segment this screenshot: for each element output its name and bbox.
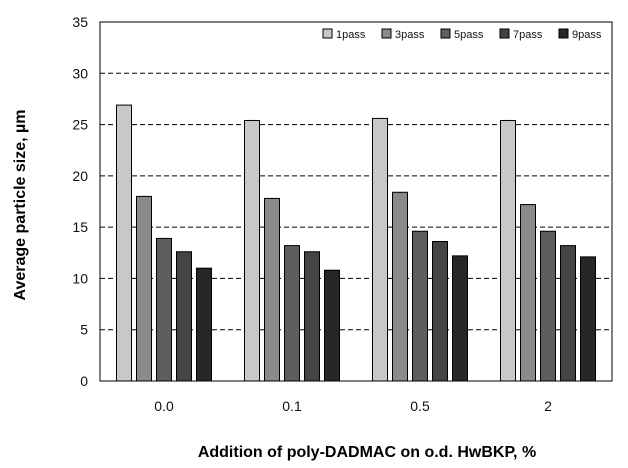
y-tick-label: 25 bbox=[72, 117, 88, 133]
y-tick-labels: 0 5 10 15 20 25 30 35 bbox=[72, 14, 88, 389]
x-axis-label: Addition of poly-DADMAC on o.d. HwBKP, % bbox=[198, 444, 536, 461]
legend-label: 1pass bbox=[336, 29, 366, 41]
bar-1pass-0.0 bbox=[116, 104, 132, 382]
bar-9pass-0.1 bbox=[324, 269, 340, 382]
bar-7pass-0.0 bbox=[176, 251, 192, 382]
legend-label: 5pass bbox=[454, 29, 484, 41]
x-category-label: 2 bbox=[544, 398, 552, 414]
bars bbox=[116, 104, 596, 382]
bar-7pass-0.5 bbox=[432, 241, 448, 382]
bar-9pass-0.0 bbox=[196, 267, 212, 382]
legend-label: 9pass bbox=[572, 29, 602, 41]
y-axis-label: Average particle size, µm bbox=[12, 110, 29, 301]
bar-9pass-0.5 bbox=[452, 255, 468, 382]
x-category-label: 0.1 bbox=[282, 398, 302, 414]
y-tick-label: 20 bbox=[72, 168, 88, 184]
bar-5pass-0.1 bbox=[284, 245, 300, 382]
bar-3pass-0.1 bbox=[264, 197, 280, 382]
legend-swatch bbox=[440, 28, 451, 39]
bar-7pass-2 bbox=[560, 245, 576, 382]
y-tick-label: 30 bbox=[72, 65, 88, 81]
legend-label: 7pass bbox=[513, 29, 543, 41]
bar-3pass-0.5 bbox=[392, 191, 408, 382]
y-tick-label: 10 bbox=[72, 270, 88, 286]
y-tick-label: 35 bbox=[72, 14, 88, 30]
bar-5pass-0.5 bbox=[412, 230, 428, 382]
y-tick-label: 15 bbox=[72, 219, 88, 235]
bar-1pass-2 bbox=[500, 119, 516, 382]
bar-3pass-2 bbox=[520, 204, 536, 382]
bar-9pass-2 bbox=[580, 256, 596, 382]
bar-5pass-0.0 bbox=[156, 237, 172, 382]
y-tick-label: 5 bbox=[80, 322, 88, 338]
bar-1pass-0.1 bbox=[244, 119, 260, 382]
bar-3pass-0.0 bbox=[136, 195, 152, 382]
legend-swatch bbox=[499, 28, 510, 39]
x-category-label: 0.0 bbox=[154, 398, 174, 414]
legend-swatch bbox=[558, 28, 569, 39]
y-tick-label: 0 bbox=[80, 373, 88, 389]
bar-7pass-0.1 bbox=[304, 251, 320, 382]
legend: 1pass 3pass 5pass 7pass 9pass bbox=[322, 28, 602, 41]
legend-label: 3pass bbox=[395, 29, 425, 41]
legend-swatch bbox=[322, 28, 333, 39]
plot-frame bbox=[99, 21, 613, 382]
bar-1pass-0.5 bbox=[372, 117, 388, 382]
legend-swatch bbox=[381, 28, 392, 39]
bar-5pass-2 bbox=[540, 230, 556, 382]
x-category-labels: 0.0 0.1 0.5 2 bbox=[154, 398, 552, 414]
x-category-label: 0.5 bbox=[410, 398, 430, 414]
